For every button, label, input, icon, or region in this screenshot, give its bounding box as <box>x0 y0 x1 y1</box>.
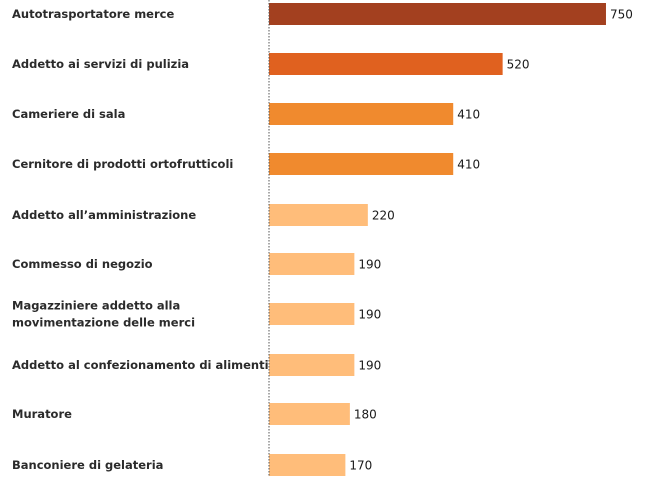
category-label-line: Cameriere di sala <box>12 107 125 121</box>
category-label: Muratore <box>12 407 72 421</box>
value-label: 410 <box>457 108 480 122</box>
value-label: 190 <box>358 359 381 373</box>
value-label: 180 <box>354 408 377 422</box>
category-label-line: Addetto all’amministrazione <box>12 208 196 222</box>
category-label: Addetto ai servizi di pulizia <box>12 57 189 71</box>
category-label-line: Banconiere di gelateria <box>12 458 163 472</box>
category-label: Addetto al confezionamento di alimenti <box>12 358 269 372</box>
bar <box>269 253 355 275</box>
category-label-line: Commesso di negozio <box>12 257 153 271</box>
category-label: Cernitore di prodotti ortofrutticoli <box>12 157 233 171</box>
value-label: 190 <box>358 308 381 322</box>
value-label: 520 <box>507 58 530 72</box>
category-label-line: Magazziniere addetto alla <box>12 299 180 313</box>
category-label: Addetto all’amministrazione <box>12 208 196 222</box>
bar <box>269 303 355 325</box>
bar <box>269 204 368 226</box>
category-label-line: Autotrasportatore merce <box>12 7 174 21</box>
category-label-line: Addetto ai servizi di pulizia <box>12 57 189 71</box>
category-label: Magazziniere addetto alla movimentazione … <box>12 299 195 330</box>
bar <box>269 53 503 75</box>
value-label: 170 <box>349 459 372 473</box>
category-label-line: Addetto al confezionamento di alimenti <box>12 358 269 372</box>
bar <box>269 153 454 175</box>
value-label: 750 <box>610 8 633 22</box>
category-label: Autotrasportatore merce <box>12 7 174 21</box>
value-label: 410 <box>457 158 480 172</box>
category-label: Commesso di negozio <box>12 257 153 271</box>
bar <box>269 3 606 25</box>
category-label-line: movimentazione delle merci <box>12 316 195 330</box>
bar <box>269 103 454 125</box>
category-label-line: Muratore <box>12 407 72 421</box>
bar <box>269 403 350 425</box>
value-label: 220 <box>372 209 395 223</box>
bar <box>269 354 355 376</box>
category-label: Banconiere di gelateria <box>12 458 163 472</box>
category-label: Cameriere di sala <box>12 107 125 121</box>
bar <box>269 454 346 476</box>
value-label: 190 <box>358 258 381 272</box>
category-label-line: Cernitore di prodotti ortofrutticoli <box>12 157 233 171</box>
